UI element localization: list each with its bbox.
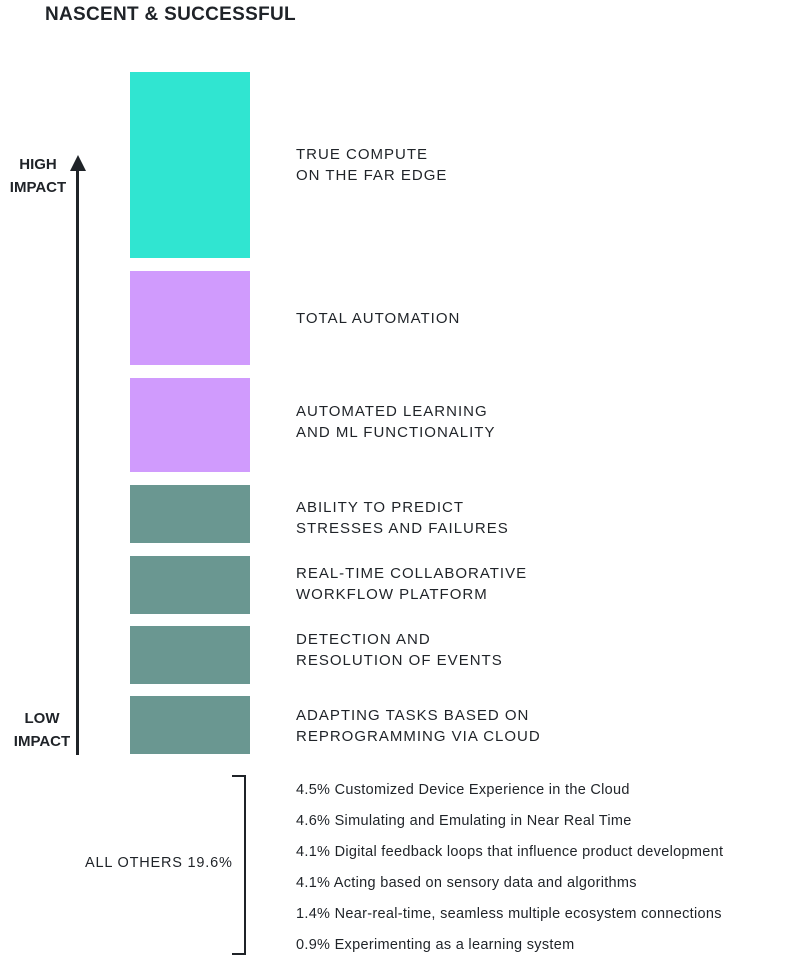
others-bracket — [232, 775, 246, 955]
axis-label-low: LOW IMPACT — [13, 710, 71, 750]
others-item: 4.5% Customized Device Experience in the… — [296, 782, 630, 798]
bar-6 — [130, 626, 250, 684]
bar-3 — [130, 378, 250, 472]
bar-label-6: DETECTION AND RESOLUTION OF EVENTS — [296, 631, 503, 669]
bar-label-7: ADAPTING TASKS BASED ON REPROGRAMMING VI… — [296, 707, 541, 745]
others-item: 1.4% Near-real-time, seamless multiple e… — [296, 906, 722, 922]
bar-label-2: TOTAL AUTOMATION — [296, 310, 461, 327]
others-item: 4.1% Digital feedback loops that influen… — [296, 844, 724, 860]
others-label: ALL OTHERS 19.6% — [85, 855, 233, 871]
bar-1 — [130, 72, 250, 258]
others-item: 4.6% Simulating and Emulating in Near Re… — [296, 813, 632, 829]
bar-label-3: AUTOMATED LEARNING AND ML FUNCTIONALITY — [296, 403, 496, 441]
arrow-up-icon — [69, 155, 86, 171]
bar-label-5: REAL-TIME COLLABORATIVE WORKFLOW PLATFOR… — [296, 565, 528, 603]
bar-4 — [130, 485, 250, 543]
others-item: 4.1% Acting based on sensory data and al… — [296, 875, 637, 891]
bar-label-1: TRUE COMPUTE ON THE FAR EDGE — [296, 146, 448, 184]
bar-5 — [130, 556, 250, 614]
bar-label-4: ABILITY TO PREDICT STRESSES AND FAILURES — [296, 499, 509, 537]
impact-axis-line — [76, 170, 79, 755]
axis-label-high: HIGH IMPACT — [9, 156, 67, 196]
bar-7 — [130, 696, 250, 754]
chart-title: NASCENT & SUCCESSFUL — [45, 4, 296, 25]
others-item: 0.9% Experimenting as a learning system — [296, 937, 575, 953]
bar-2 — [130, 271, 250, 365]
